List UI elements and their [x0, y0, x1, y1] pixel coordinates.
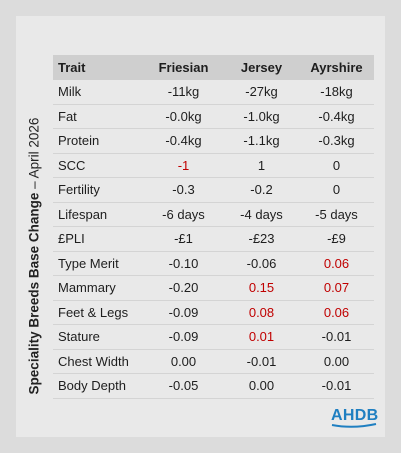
ayrshire-value: -18kg — [299, 80, 374, 105]
friesian-value: -£1 — [143, 226, 224, 252]
friesian-value: -0.09 — [143, 300, 224, 325]
jersey-value: -1.0kg — [224, 104, 299, 129]
jersey-value: -£23 — [224, 226, 299, 252]
header-row: Trait Friesian Jersey Ayrshire — [53, 55, 374, 80]
trait-name: £PLI — [53, 226, 143, 252]
friesian-value: -6 days — [143, 202, 224, 227]
jersey-value: -0.01 — [224, 349, 299, 374]
jersey-value: 0.01 — [224, 324, 299, 350]
friesian-value: -0.20 — [143, 275, 224, 301]
friesian-value: -0.09 — [143, 324, 224, 350]
table-row: Feet & Legs -0.09 0.08 0.06 — [53, 300, 374, 325]
jersey-value: 0.08 — [224, 300, 299, 325]
ayrshire-value: 0 — [299, 177, 374, 203]
trait-name: Chest Width — [53, 349, 143, 374]
friesian-value: 0.00 — [143, 349, 224, 374]
table-row: Type Merit -0.10 -0.06 0.06 — [53, 251, 374, 276]
table-row: £PLI -£1 -£23 -£9 — [53, 226, 374, 252]
ayrshire-value: -5 days — [299, 202, 374, 227]
trait-name: Body Depth — [53, 373, 143, 399]
friesian-value: -11kg — [143, 80, 224, 105]
jersey-value: 0.15 — [224, 275, 299, 301]
header-trait: Trait — [53, 55, 143, 80]
table-row: Stature -0.09 0.01 -0.01 — [53, 324, 374, 350]
table-row: Protein -0.4kg -1.1kg -0.3kg — [53, 128, 374, 154]
table-row: Fat -0.0kg -1.0kg -0.4kg — [53, 104, 374, 129]
table-row: Lifespan -6 days -4 days -5 days — [53, 202, 374, 227]
ayrshire-value: 0.07 — [299, 275, 374, 301]
ayrshire-value: 0 — [299, 153, 374, 178]
ayrshire-value: -0.4kg — [299, 104, 374, 129]
table-row: Body Depth -0.05 0.00 -0.01 — [53, 373, 374, 399]
trait-name: Protein — [53, 128, 143, 154]
trait-name: Milk — [53, 80, 143, 105]
side-title: Speciality Breeds Base Change – April 20… — [27, 118, 42, 395]
trait-name: Fertility — [53, 177, 143, 203]
trait-name: Type Merit — [53, 251, 143, 276]
table-row: SCC -1 1 0 — [53, 153, 374, 178]
friesian-value: -0.0kg — [143, 104, 224, 129]
table-row: Fertility -0.3 -0.2 0 — [53, 177, 374, 203]
jersey-value: -27kg — [224, 80, 299, 105]
friesian-value: -1 — [143, 153, 224, 178]
header-jersey: Jersey — [224, 55, 299, 80]
side-title-bold: Speciality Breeds Base Change — [26, 192, 42, 395]
ahdb-logo: AHDB — [331, 407, 379, 424]
friesian-value: -0.05 — [143, 373, 224, 399]
jersey-value: 1 — [224, 153, 299, 178]
table-row: Mammary -0.20 0.15 0.07 — [53, 275, 374, 301]
ayrshire-value: -0.01 — [299, 324, 374, 350]
jersey-value: -0.2 — [224, 177, 299, 203]
jersey-value: -0.06 — [224, 251, 299, 276]
table-row: Milk -11kg -27kg -18kg — [53, 80, 374, 105]
trait-name: SCC — [53, 153, 143, 178]
trait-name: Stature — [53, 324, 143, 350]
jersey-value: -4 days — [224, 202, 299, 227]
jersey-value: 0.00 — [224, 373, 299, 399]
logo-swoosh-icon — [331, 423, 377, 428]
table-row: Chest Width 0.00 -0.01 0.00 — [53, 349, 374, 374]
ayrshire-value: -0.01 — [299, 373, 374, 399]
ayrshire-value: 0.06 — [299, 300, 374, 325]
trait-name: Mammary — [53, 275, 143, 301]
side-title-date: – April 2026 — [26, 117, 42, 193]
trait-name: Lifespan — [53, 202, 143, 227]
base-change-table: Trait Friesian Jersey Ayrshire Milk -11kg… — [53, 55, 374, 399]
ayrshire-value: -0.3kg — [299, 128, 374, 154]
friesian-value: -0.10 — [143, 251, 224, 276]
jersey-value: -1.1kg — [224, 128, 299, 154]
header-ayrshire: Ayrshire — [299, 55, 374, 80]
ayrshire-value: 0.06 — [299, 251, 374, 276]
header-friesian: Friesian — [143, 55, 224, 80]
friesian-value: -0.4kg — [143, 128, 224, 154]
trait-name: Fat — [53, 104, 143, 129]
ayrshire-value: 0.00 — [299, 349, 374, 374]
friesian-value: -0.3 — [143, 177, 224, 203]
ayrshire-value: -£9 — [299, 226, 374, 252]
trait-name: Feet & Legs — [53, 300, 143, 325]
